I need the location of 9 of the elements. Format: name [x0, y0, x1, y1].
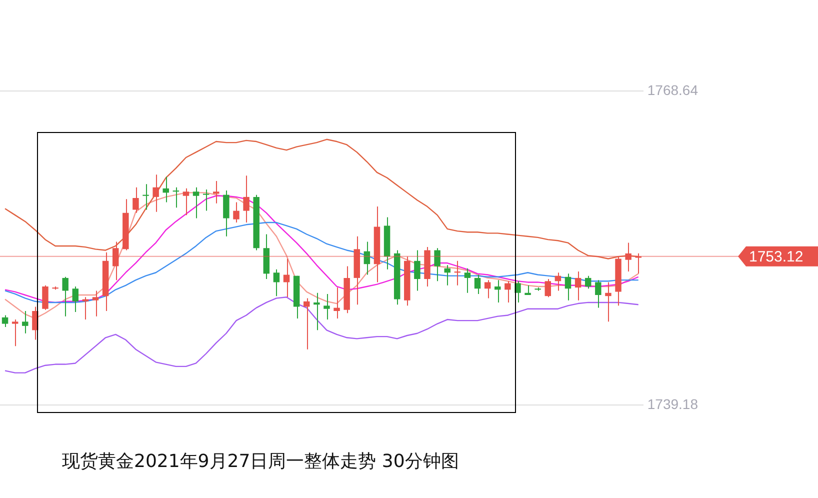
- ref-line-label: 1753.12: [749, 248, 804, 266]
- candlestick: [202, 188, 210, 212]
- y-tick-label: 1739.18: [647, 396, 698, 412]
- text: 现货黄金2021年9月27日周一整体走势 30分钟图: [62, 450, 459, 473]
- candlestick: [595, 280, 602, 308]
- candlestick: [12, 319, 18, 347]
- candlestick: [625, 242, 632, 272]
- candlestick: [324, 293, 330, 320]
- y-tick-label: 1768.64: [647, 82, 698, 98]
